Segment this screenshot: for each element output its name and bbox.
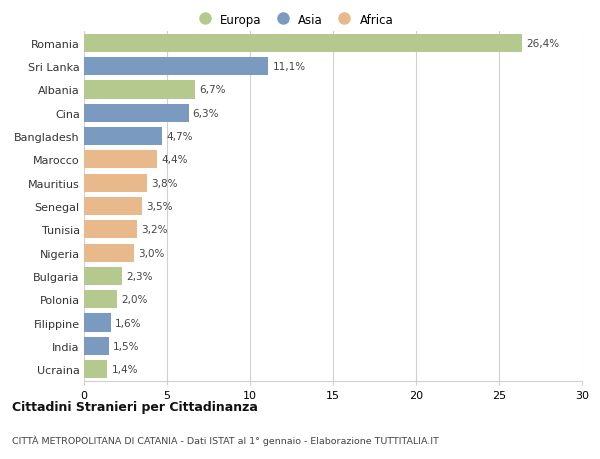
Legend: Europa, Asia, Africa: Europa, Asia, Africa (193, 14, 394, 27)
Bar (84, 337, 109, 355)
Bar (84, 197, 142, 216)
Bar (84, 291, 117, 308)
Text: 3,0%: 3,0% (138, 248, 164, 258)
Text: 1,6%: 1,6% (115, 318, 141, 328)
Bar (84, 151, 157, 169)
Text: 2,3%: 2,3% (127, 271, 153, 281)
Text: 4,4%: 4,4% (161, 155, 188, 165)
Text: CITTÀ METROPOLITANA DI CATANIA - Dati ISTAT al 1° gennaio - Elaborazione TUTTITA: CITTÀ METROPOLITANA DI CATANIA - Dati IS… (12, 435, 439, 445)
Bar (84, 81, 195, 99)
Bar (84, 35, 522, 53)
Bar (84, 360, 107, 378)
Text: 6,7%: 6,7% (199, 85, 226, 95)
Text: 4,7%: 4,7% (166, 132, 193, 142)
Bar (84, 267, 122, 285)
Bar (84, 221, 137, 239)
Bar (84, 128, 162, 146)
Text: 3,8%: 3,8% (151, 178, 178, 188)
Bar (84, 105, 188, 123)
Text: 1,5%: 1,5% (113, 341, 140, 351)
Text: 6,3%: 6,3% (193, 108, 219, 118)
Bar (84, 314, 110, 332)
Text: 3,2%: 3,2% (141, 225, 168, 235)
Text: 26,4%: 26,4% (526, 39, 560, 49)
Bar (84, 174, 147, 192)
Text: Cittadini Stranieri per Cittadinanza: Cittadini Stranieri per Cittadinanza (12, 400, 258, 413)
Text: 11,1%: 11,1% (272, 62, 305, 72)
Text: 3,5%: 3,5% (146, 202, 173, 212)
Text: 1,4%: 1,4% (112, 364, 138, 375)
Text: 2,0%: 2,0% (121, 295, 148, 305)
Bar (84, 58, 268, 76)
Bar (84, 244, 134, 262)
